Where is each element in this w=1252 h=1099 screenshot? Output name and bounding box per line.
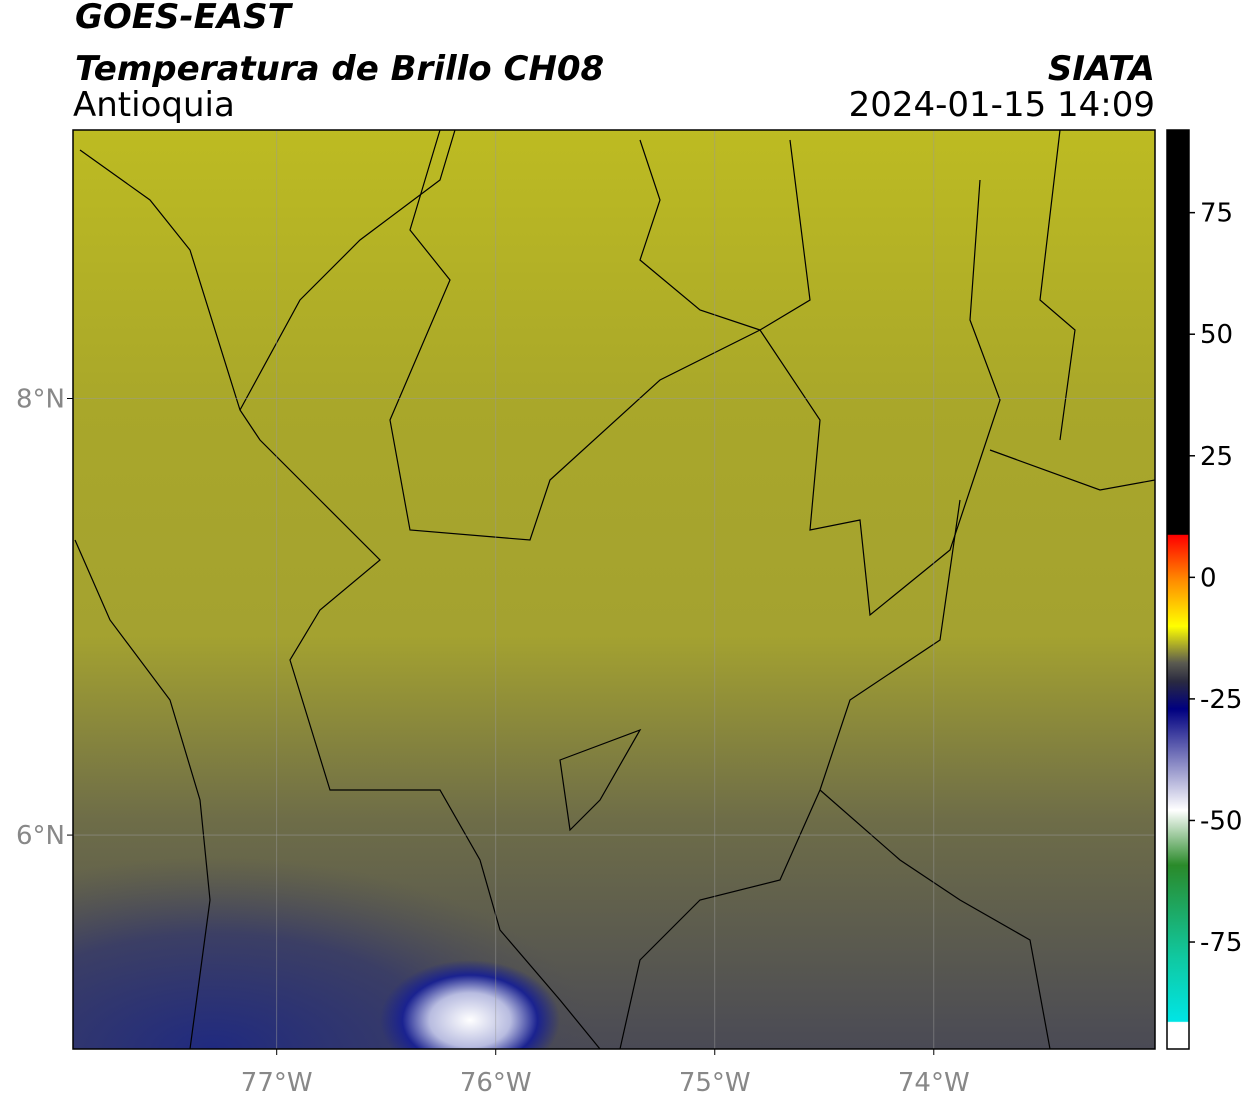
cold-core [380, 960, 560, 1049]
source: SIATA [1048, 49, 1155, 89]
x-tick-label: 75°W [679, 1068, 751, 1098]
colorbar-tick-label: -25 [1200, 685, 1242, 715]
map-frame [72, 129, 1156, 1050]
colorbar-tick-label: 50 [1200, 320, 1233, 350]
colorbar [1166, 129, 1190, 1050]
subtitle: Temperatura de Brillo CH08 [75, 49, 604, 89]
x-tick-label: 77°W [241, 1068, 313, 1098]
map-field [73, 130, 1155, 1049]
grid-layer [73, 130, 1155, 1049]
region: Antioquia [73, 85, 235, 125]
y-tick-label: 6°N [16, 821, 65, 851]
title: GOES-EAST [75, 0, 294, 37]
boundaries [74, 130, 1155, 1049]
y-tick-label: 8°N [16, 384, 65, 414]
colorbar-tick-label: -50 [1200, 806, 1242, 836]
colorbar-tick-label: -75 [1200, 928, 1242, 958]
colorbar-tick-label: 25 [1200, 442, 1233, 472]
colorbar-tick-label: 0 [1200, 563, 1217, 593]
x-tick-label: 76°W [460, 1068, 532, 1098]
colorbar-tick-label: 75 [1200, 199, 1233, 229]
datetime: 2024-01-15 14:09 [849, 85, 1155, 125]
x-tick-label: 74°W [898, 1068, 970, 1098]
